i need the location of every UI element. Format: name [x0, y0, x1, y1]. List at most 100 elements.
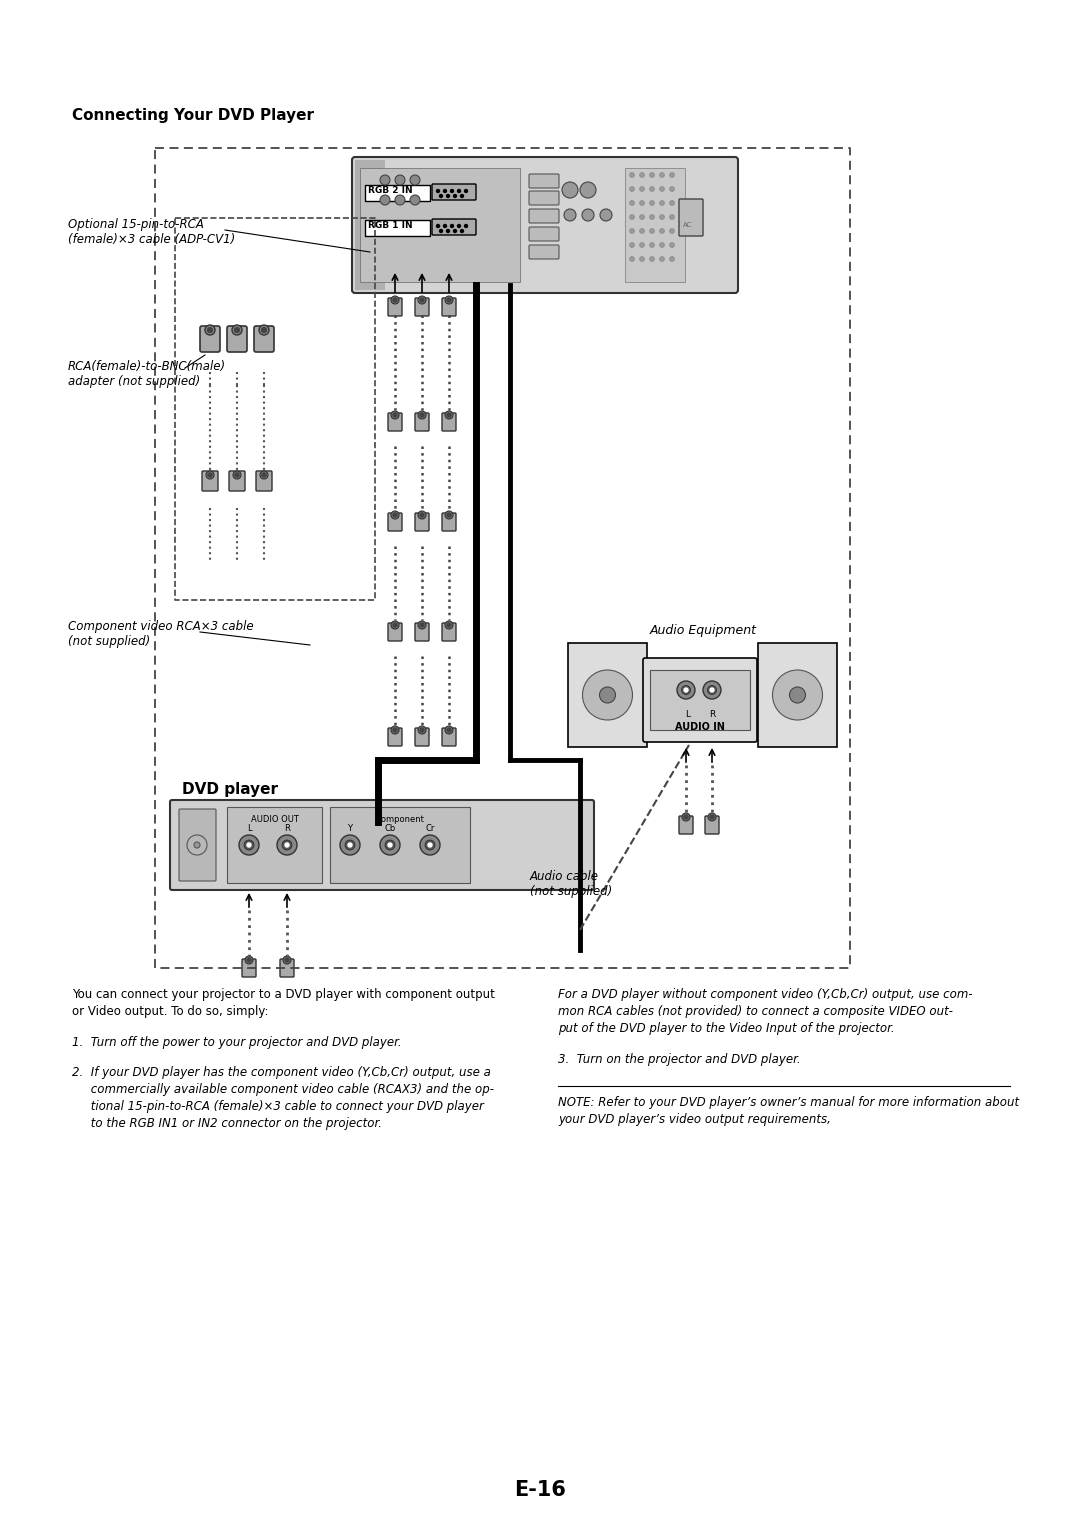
Circle shape	[639, 256, 645, 261]
Circle shape	[660, 215, 664, 220]
FancyBboxPatch shape	[442, 513, 456, 531]
Circle shape	[393, 298, 397, 302]
FancyBboxPatch shape	[442, 623, 456, 641]
Circle shape	[649, 215, 654, 220]
Text: DVD player: DVD player	[183, 781, 278, 797]
Text: 2.  If your DVD player has the component video (Y,Cb,Cr) output, use a
     comm: 2. If your DVD player has the component …	[72, 1067, 494, 1129]
Text: Component video RCA×3 cable
(not supplied): Component video RCA×3 cable (not supplie…	[68, 620, 254, 649]
Circle shape	[436, 224, 440, 227]
FancyBboxPatch shape	[280, 958, 294, 977]
Circle shape	[450, 224, 454, 227]
Circle shape	[391, 410, 399, 420]
Circle shape	[445, 621, 453, 629]
FancyBboxPatch shape	[360, 168, 519, 282]
Circle shape	[233, 472, 241, 479]
Text: Audio cable
(not supplied): Audio cable (not supplied)	[530, 870, 612, 897]
Circle shape	[260, 472, 268, 479]
FancyBboxPatch shape	[529, 209, 559, 223]
Circle shape	[670, 256, 675, 261]
Circle shape	[380, 175, 390, 185]
Circle shape	[445, 511, 453, 519]
Circle shape	[206, 472, 214, 479]
Circle shape	[418, 410, 426, 420]
FancyBboxPatch shape	[529, 174, 559, 188]
Circle shape	[444, 224, 446, 227]
Text: RGB 1 IN: RGB 1 IN	[368, 221, 413, 230]
Circle shape	[445, 726, 453, 734]
Circle shape	[710, 688, 714, 691]
Circle shape	[639, 243, 645, 247]
Circle shape	[454, 194, 457, 197]
Circle shape	[681, 685, 690, 694]
FancyBboxPatch shape	[529, 191, 559, 204]
Circle shape	[234, 328, 240, 333]
Circle shape	[340, 835, 360, 855]
Circle shape	[464, 224, 468, 227]
Circle shape	[582, 670, 633, 720]
Circle shape	[436, 189, 440, 192]
Circle shape	[410, 175, 420, 185]
Circle shape	[262, 473, 266, 478]
Text: RCA(female)-to-BNC(male)
adapter (not supplied): RCA(female)-to-BNC(male) adapter (not su…	[68, 360, 226, 388]
FancyBboxPatch shape	[442, 414, 456, 430]
Circle shape	[660, 256, 664, 261]
Text: 1.  Turn off the power to your projector and DVD player.: 1. Turn off the power to your projector …	[72, 1036, 402, 1048]
Circle shape	[420, 728, 424, 732]
FancyBboxPatch shape	[388, 728, 402, 746]
Circle shape	[428, 842, 432, 847]
Circle shape	[420, 298, 424, 302]
Circle shape	[276, 835, 297, 855]
Circle shape	[670, 215, 675, 220]
Circle shape	[681, 813, 690, 821]
Text: L: L	[246, 824, 252, 833]
Circle shape	[208, 473, 212, 478]
Circle shape	[660, 200, 664, 206]
Circle shape	[440, 194, 443, 197]
Circle shape	[670, 229, 675, 233]
Circle shape	[445, 410, 453, 420]
Circle shape	[684, 815, 688, 819]
Circle shape	[447, 513, 451, 517]
Circle shape	[205, 325, 215, 336]
Circle shape	[639, 215, 645, 220]
FancyBboxPatch shape	[679, 816, 693, 835]
Circle shape	[345, 839, 355, 850]
FancyBboxPatch shape	[415, 298, 429, 316]
Circle shape	[420, 623, 424, 627]
Circle shape	[259, 325, 269, 336]
Circle shape	[235, 473, 239, 478]
FancyBboxPatch shape	[330, 807, 470, 884]
Text: AUDIO OUT: AUDIO OUT	[251, 815, 298, 824]
Circle shape	[660, 186, 664, 191]
Circle shape	[420, 414, 424, 417]
Circle shape	[630, 200, 635, 206]
FancyBboxPatch shape	[442, 728, 456, 746]
FancyBboxPatch shape	[227, 327, 247, 353]
Circle shape	[348, 842, 352, 847]
Circle shape	[380, 195, 390, 204]
Text: AUDIO IN: AUDIO IN	[675, 722, 725, 732]
FancyBboxPatch shape	[415, 728, 429, 746]
Circle shape	[445, 296, 453, 304]
FancyBboxPatch shape	[415, 623, 429, 641]
Circle shape	[649, 229, 654, 233]
Circle shape	[285, 958, 289, 961]
FancyBboxPatch shape	[529, 246, 559, 259]
Circle shape	[391, 511, 399, 519]
FancyBboxPatch shape	[705, 816, 719, 835]
FancyBboxPatch shape	[415, 414, 429, 430]
FancyBboxPatch shape	[679, 198, 703, 237]
Circle shape	[420, 835, 440, 855]
Circle shape	[708, 813, 716, 821]
Circle shape	[649, 186, 654, 191]
Circle shape	[564, 209, 576, 221]
Circle shape	[464, 189, 468, 192]
Text: R: R	[284, 824, 289, 833]
Circle shape	[393, 513, 397, 517]
Circle shape	[282, 839, 292, 850]
Circle shape	[649, 200, 654, 206]
Circle shape	[649, 256, 654, 261]
Text: Connecting Your DVD Player: Connecting Your DVD Player	[72, 108, 314, 124]
Text: For a DVD player without component video (Y,Cb,Cr) output, use com-
mon RCA cabl: For a DVD player without component video…	[558, 987, 973, 1035]
Text: R: R	[708, 710, 715, 719]
